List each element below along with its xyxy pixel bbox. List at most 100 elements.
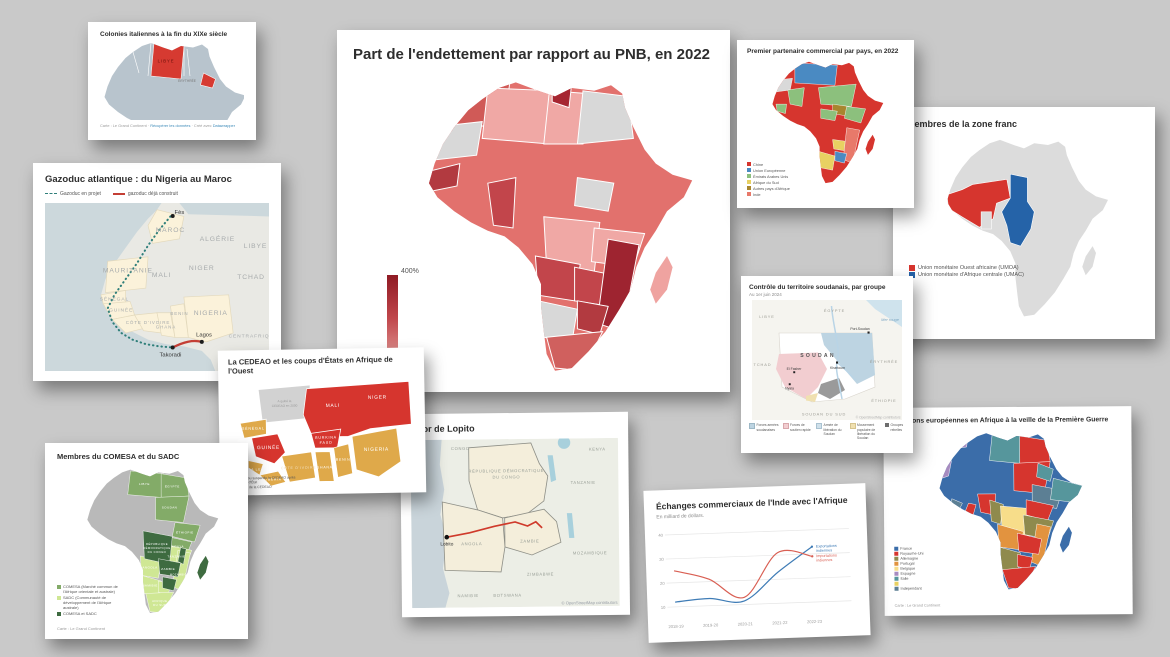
- svg-text:ZAMBIE: ZAMBIE: [161, 566, 175, 570]
- svg-text:MOZAMBIQUE: MOZAMBIQUE: [573, 551, 607, 556]
- swatch: [894, 571, 899, 576]
- svg-text:Importations: Importations: [816, 553, 837, 558]
- legend-item: Gazoduc en projet: [45, 191, 101, 197]
- legend-item: Union monétaire d'Afrique centrale (UMAC…: [909, 272, 1024, 278]
- svg-text:MAROC: MAROC: [156, 227, 186, 234]
- legend-label: COMESA et SADC: [63, 611, 97, 616]
- legend-label: Chine: [753, 162, 764, 167]
- svg-text:BENIN: BENIN: [336, 458, 351, 462]
- card-title: Membres de la zone franc: [907, 119, 1018, 129]
- city-labels: Port-Soudan Khartoum El Fasher Nyala: [785, 327, 870, 390]
- svg-text:ZIMBABWE: ZIMBABWE: [527, 572, 554, 577]
- card-title: Membres du COMESA et du SADC: [57, 452, 180, 461]
- franc-zone-map: [946, 140, 1108, 317]
- legend-label: Union monétaire Ouest africaine (UMOA): [918, 265, 1019, 271]
- svg-text:LIBYE: LIBYE: [139, 482, 150, 486]
- svg-text:ANGOLA: ANGOLA: [461, 541, 482, 546]
- svg-text:ANGOLA: ANGOLA: [142, 565, 158, 569]
- legend-label: Forces de soutien rapide: [790, 423, 811, 432]
- debt-choropleth-map: [429, 82, 693, 372]
- swatch: [894, 561, 899, 566]
- country-labels: LIBYE ÉGYPTE SOUDAN ÉTHIOPIE KENYA TANZA…: [139, 482, 193, 607]
- card-endettement: Part de l'endettement par rapport au PNB…: [337, 30, 730, 392]
- swatch: [57, 612, 61, 616]
- get-data-link[interactable]: Récupérer les données: [150, 123, 191, 129]
- svg-text:20: 20: [660, 581, 665, 586]
- legend-item: gazoduc déjà construit: [112, 191, 178, 197]
- osm-attribution[interactable]: © OpenStreetMap contributors: [562, 600, 618, 606]
- swatch: [747, 162, 751, 166]
- svg-text:SOUDAN DU SUD: SOUDAN DU SUD: [802, 412, 846, 417]
- svg-text:NIGER: NIGER: [189, 265, 215, 272]
- card-partenaire: Premier partenaire commercial par pays, …: [737, 40, 914, 208]
- swatch: [816, 423, 822, 430]
- svg-text:DU CONGO: DU CONGO: [492, 475, 520, 480]
- svg-text:TANZANIE: TANZANIE: [167, 554, 185, 558]
- svg-text:SOUDAN: SOUDAN: [800, 353, 836, 359]
- gradient-legend-max: 400%: [401, 268, 419, 275]
- svg-text:SÉNÉGAL: SÉNÉGAL: [100, 295, 129, 302]
- card-title: Contrôle du territoire soudanais, par gr…: [749, 284, 886, 291]
- card-inde: Échanges commerciaux de l'Inde avec l'Af…: [643, 483, 871, 643]
- legend-label: Afrique du Sud: [753, 180, 779, 185]
- svg-text:2020-21: 2020-21: [738, 621, 754, 627]
- solid-line-swatch: [112, 193, 125, 195]
- card-gazoduc: Gazoduc atlantique : du Nigeria au Maroc…: [33, 163, 281, 381]
- monetary-zones: [946, 174, 1035, 247]
- svg-text:NAMIBIE: NAMIBIE: [457, 593, 478, 598]
- card-colonies-1914: Les possessions européennes en Afrique à…: [869, 406, 1133, 616]
- legend-label: Royaume-Uni: [900, 551, 924, 556]
- svg-text:ÉRYTHRÉE: ÉRYTHRÉE: [870, 359, 898, 364]
- card-lobito: Le corridor de Lopito Lobito RÉPUBLIQUE …: [384, 411, 631, 618]
- svg-text:RÉPUBLIQUE DÉMOCRATIQUE: RÉPUBLIQUE DÉMOCRATIQUE: [469, 468, 544, 474]
- country-shapes: [239, 381, 412, 487]
- mauritania-note: A quitté la CEDEAO en 2000: [272, 399, 298, 408]
- swatch: [894, 551, 899, 556]
- swatch: [849, 423, 856, 430]
- svg-text:ALGÉRIE: ALGÉRIE: [200, 234, 235, 243]
- credit-text: Carte : Le Grand Continent ·: [100, 123, 150, 129]
- svg-text:2022-23: 2022-23: [807, 618, 823, 624]
- swatch: [57, 585, 61, 589]
- swatch: [894, 581, 899, 586]
- trade-partner-map: [772, 62, 884, 184]
- swatch: [894, 546, 899, 551]
- svg-text:MALI: MALI: [326, 403, 340, 409]
- madagascar: [197, 555, 209, 580]
- card-colonies-italiennes: Colonies italiennes à la fin du XIXe siè…: [88, 22, 256, 140]
- legend-label: Italie: [900, 576, 909, 581]
- partner-regions: [772, 63, 866, 171]
- svg-text:Nyala: Nyala: [785, 387, 794, 391]
- country-labels: MALI NIGER BURKINA FASO GUINÉE SÉNÉGAL S…: [237, 395, 389, 482]
- svg-text:ZAMBIE: ZAMBIE: [520, 539, 539, 544]
- region-labels: LIBYE ÉGYPTE TCHAD ÉRYTHRÉE ÉTHIOPIE SOU…: [754, 308, 900, 417]
- datawrapper-link[interactable]: Datawrapper: [212, 123, 235, 129]
- city-dots: [788, 331, 870, 386]
- italian-colonies-map: LIBYE ÉRYTHRÉE: [104, 43, 244, 121]
- svg-text:NAMIBIE: NAMIBIE: [142, 583, 157, 587]
- svg-text:LIBYE: LIBYE: [244, 243, 268, 250]
- osm-attribution[interactable]: © OpenStreetMap contributors: [856, 416, 901, 420]
- nile-river: [830, 306, 843, 400]
- blue-nile: [837, 363, 858, 382]
- svg-text:MOZAMBIQUE: MOZAMBIQUE: [170, 573, 191, 576]
- legend-label: Allemagne: [900, 556, 919, 561]
- svg-text:CÔTE D'IVOIRE: CÔTE D'IVOIRE: [281, 465, 317, 471]
- svg-text:ÉTHIOPIE: ÉTHIOPIE: [871, 398, 896, 403]
- pipeline-built: [172, 339, 203, 349]
- comesa-sadc-map: LIBYE ÉGYPTE SOUDAN ÉTHIOPIE KENYA TANZA…: [87, 469, 219, 613]
- svg-text:SOUDAN: SOUDAN: [162, 505, 178, 509]
- label-erythree: ÉRYTHRÉE: [178, 78, 197, 83]
- cedeao-map: MALI NIGER BURKINA FASO GUINÉE SÉNÉGAL S…: [237, 381, 412, 487]
- lobito-label: Lobito: [440, 542, 453, 548]
- card-title: Colonies italiennes à la fin du XIXe siè…: [100, 31, 228, 38]
- svg-text:GUINÉE: GUINÉE: [109, 307, 133, 314]
- rail-corridor: [446, 521, 543, 539]
- umoa-swatch: [909, 265, 915, 271]
- svg-text:LIBYE: LIBYE: [759, 314, 775, 319]
- legend-label: SADC (Communauté de développement de l'A…: [63, 595, 112, 610]
- city-labels: Fès Takoradi Lagos: [159, 210, 212, 358]
- created-with-text: · Créé avec: [191, 123, 212, 129]
- legend-label: Portugal: [900, 561, 915, 566]
